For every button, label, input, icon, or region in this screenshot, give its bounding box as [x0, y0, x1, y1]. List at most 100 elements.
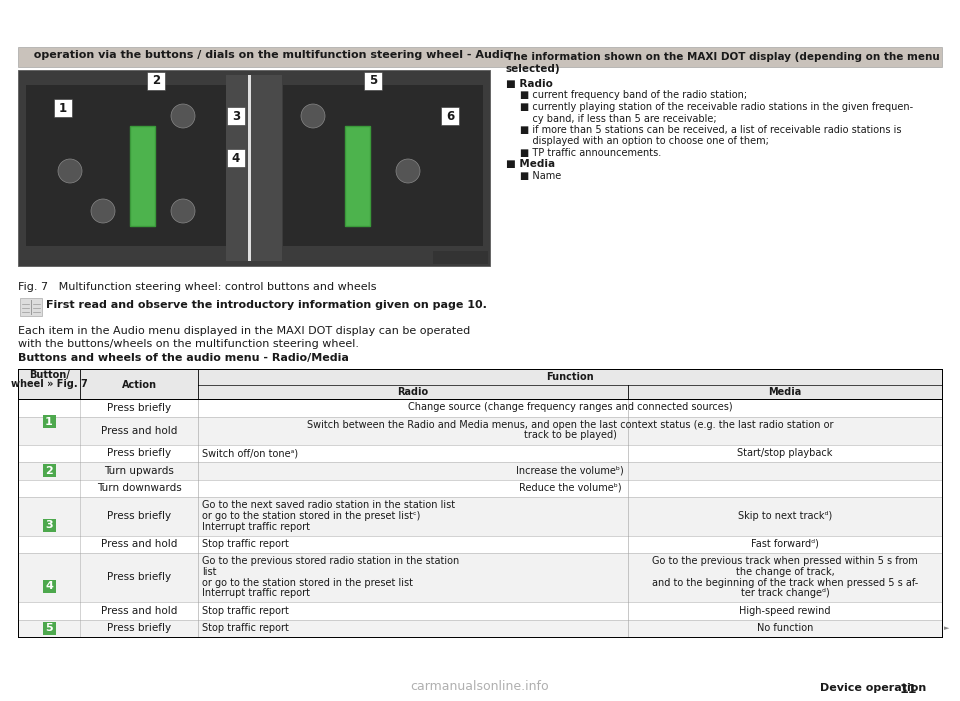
Bar [345, 126, 370, 226]
Bar [18, 369, 942, 637]
Text: Press and hold: Press and hold [101, 539, 178, 550]
Bar [42, 415, 56, 428]
Text: cy band, if less than 5 are receivable;: cy band, if less than 5 are receivable; [520, 114, 716, 123]
Text: ■ TP traffic announcements.: ■ TP traffic announcements. [520, 148, 661, 158]
Text: Fast forwardᵈ): Fast forwardᵈ) [751, 539, 819, 549]
Bar [18, 399, 942, 416]
Bar [26, 85, 226, 246]
Text: the change of track,: the change of track, [735, 567, 834, 577]
Text: Switch between the Radio and Media menus, and open the last context status (e.g.: Switch between the Radio and Media menus… [307, 420, 833, 430]
Text: 2: 2 [152, 74, 160, 88]
Text: Start/stop playback: Start/stop playback [737, 448, 832, 458]
Bar [18, 70, 490, 266]
Circle shape [58, 159, 82, 183]
Text: ►: ► [944, 625, 949, 631]
Bar [227, 107, 245, 125]
Text: Switch off/on toneᵃ): Switch off/on toneᵃ) [202, 448, 299, 458]
Bar [441, 107, 459, 125]
Text: Press briefly: Press briefly [107, 448, 171, 458]
Text: 1: 1 [45, 417, 53, 427]
Text: Action: Action [122, 380, 156, 390]
Circle shape [301, 104, 325, 128]
Bar [18, 497, 942, 536]
Text: displayed with an option to choose one of them;: displayed with an option to choose one o… [520, 137, 769, 147]
Text: Go to the previous stored radio station in the station: Go to the previous stored radio station … [202, 557, 459, 566]
Bar [147, 72, 165, 90]
Text: Stop traffic report: Stop traffic report [202, 606, 289, 615]
Text: Change source (change frequency ranges and connected sources): Change source (change frequency ranges a… [408, 402, 732, 412]
Text: 1: 1 [59, 102, 67, 114]
Text: operation via the buttons / dials on the multifunction steering wheel - Audio: operation via the buttons / dials on the… [26, 50, 511, 60]
Bar [226, 75, 282, 261]
Bar [18, 47, 942, 67]
Bar [42, 464, 56, 477]
Text: track to be played): track to be played) [523, 430, 616, 440]
Bar [42, 580, 56, 593]
Text: 4: 4 [45, 581, 53, 591]
Text: Go to the previous track when pressed within 5 s from: Go to the previous track when pressed wi… [652, 557, 918, 566]
Text: Stop traffic report: Stop traffic report [202, 623, 289, 633]
Bar [18, 369, 942, 399]
Circle shape [396, 159, 420, 183]
Circle shape [171, 104, 195, 128]
Bar [130, 126, 155, 226]
Circle shape [171, 199, 195, 223]
Text: Skip to next trackᵈ): Skip to next trackᵈ) [738, 511, 832, 521]
Text: Increase the volumeᵇ): Increase the volumeᵇ) [516, 465, 624, 475]
Text: Media: Media [768, 387, 802, 397]
Text: Press briefly: Press briefly [107, 511, 171, 522]
Text: Interrupt traffic report: Interrupt traffic report [202, 522, 310, 531]
Text: Go to the next saved radio station in the station list: Go to the next saved radio station in th… [202, 501, 455, 510]
Bar [364, 72, 382, 90]
Bar [42, 519, 56, 531]
Bar [42, 622, 56, 634]
Text: list: list [202, 567, 217, 577]
Text: or go to the station stored in the preset list: or go to the station stored in the prese… [202, 578, 413, 587]
Text: Radio: Radio [397, 387, 428, 397]
Text: with the buttons/wheels on the multifunction steering wheel.: with the buttons/wheels on the multifunc… [18, 339, 359, 349]
Text: Fig. 7   Multifunction steering wheel: control buttons and wheels: Fig. 7 Multifunction steering wheel: con… [18, 282, 376, 292]
Text: Function: Function [546, 372, 594, 382]
Bar [20, 298, 42, 316]
Text: Turn upwards: Turn upwards [104, 465, 174, 476]
Text: 5: 5 [369, 74, 377, 88]
Bar [433, 251, 488, 264]
Text: Turn downwards: Turn downwards [97, 483, 181, 494]
Text: 2: 2 [45, 465, 53, 476]
Text: 3: 3 [232, 109, 240, 123]
Text: Press briefly: Press briefly [107, 623, 171, 633]
Text: Press briefly: Press briefly [107, 573, 171, 583]
Text: 3: 3 [45, 520, 53, 530]
Bar [18, 462, 942, 479]
Bar [18, 416, 942, 444]
Text: Stop traffic report: Stop traffic report [202, 539, 289, 549]
Bar [54, 99, 72, 117]
Text: Each item in the Audio menu displayed in the MAXI DOT display can be operated: Each item in the Audio menu displayed in… [18, 326, 470, 336]
Text: Press and hold: Press and hold [101, 426, 178, 435]
Text: or go to the station stored in the preset listᶜ): or go to the station stored in the prese… [202, 511, 420, 521]
Text: No function: No function [756, 623, 813, 633]
Text: 6: 6 [445, 109, 454, 123]
Text: High-speed rewind: High-speed rewind [739, 606, 830, 615]
Text: and to the beginning of the track when pressed 5 s af-: and to the beginning of the track when p… [652, 578, 918, 587]
Text: wheel » Fig. 7: wheel » Fig. 7 [11, 379, 87, 389]
Bar [18, 479, 942, 497]
Text: 4: 4 [232, 151, 240, 165]
Bar [248, 75, 251, 261]
Text: ■ if more than 5 stations can be received, a list of receivable radio stations i: ■ if more than 5 stations can be receive… [520, 125, 901, 135]
Bar [18, 620, 942, 637]
Text: Press and hold: Press and hold [101, 606, 178, 615]
Text: BSE-0096: BSE-0096 [436, 252, 472, 261]
Text: Device operation: Device operation [820, 683, 926, 693]
Bar [18, 602, 942, 620]
Text: Button/: Button/ [29, 370, 69, 380]
Circle shape [91, 199, 115, 223]
Text: ■ current frequency band of the radio station;: ■ current frequency band of the radio st… [520, 90, 747, 100]
Text: Buttons and wheels of the audio menu - Radio/Media: Buttons and wheels of the audio menu - R… [18, 353, 348, 363]
Bar [18, 553, 942, 602]
Text: 5: 5 [45, 623, 53, 633]
Bar [18, 444, 942, 462]
Text: ■ Radio: ■ Radio [506, 79, 553, 89]
Bar [283, 85, 483, 246]
Text: carmanualsonline.info: carmanualsonline.info [411, 680, 549, 693]
